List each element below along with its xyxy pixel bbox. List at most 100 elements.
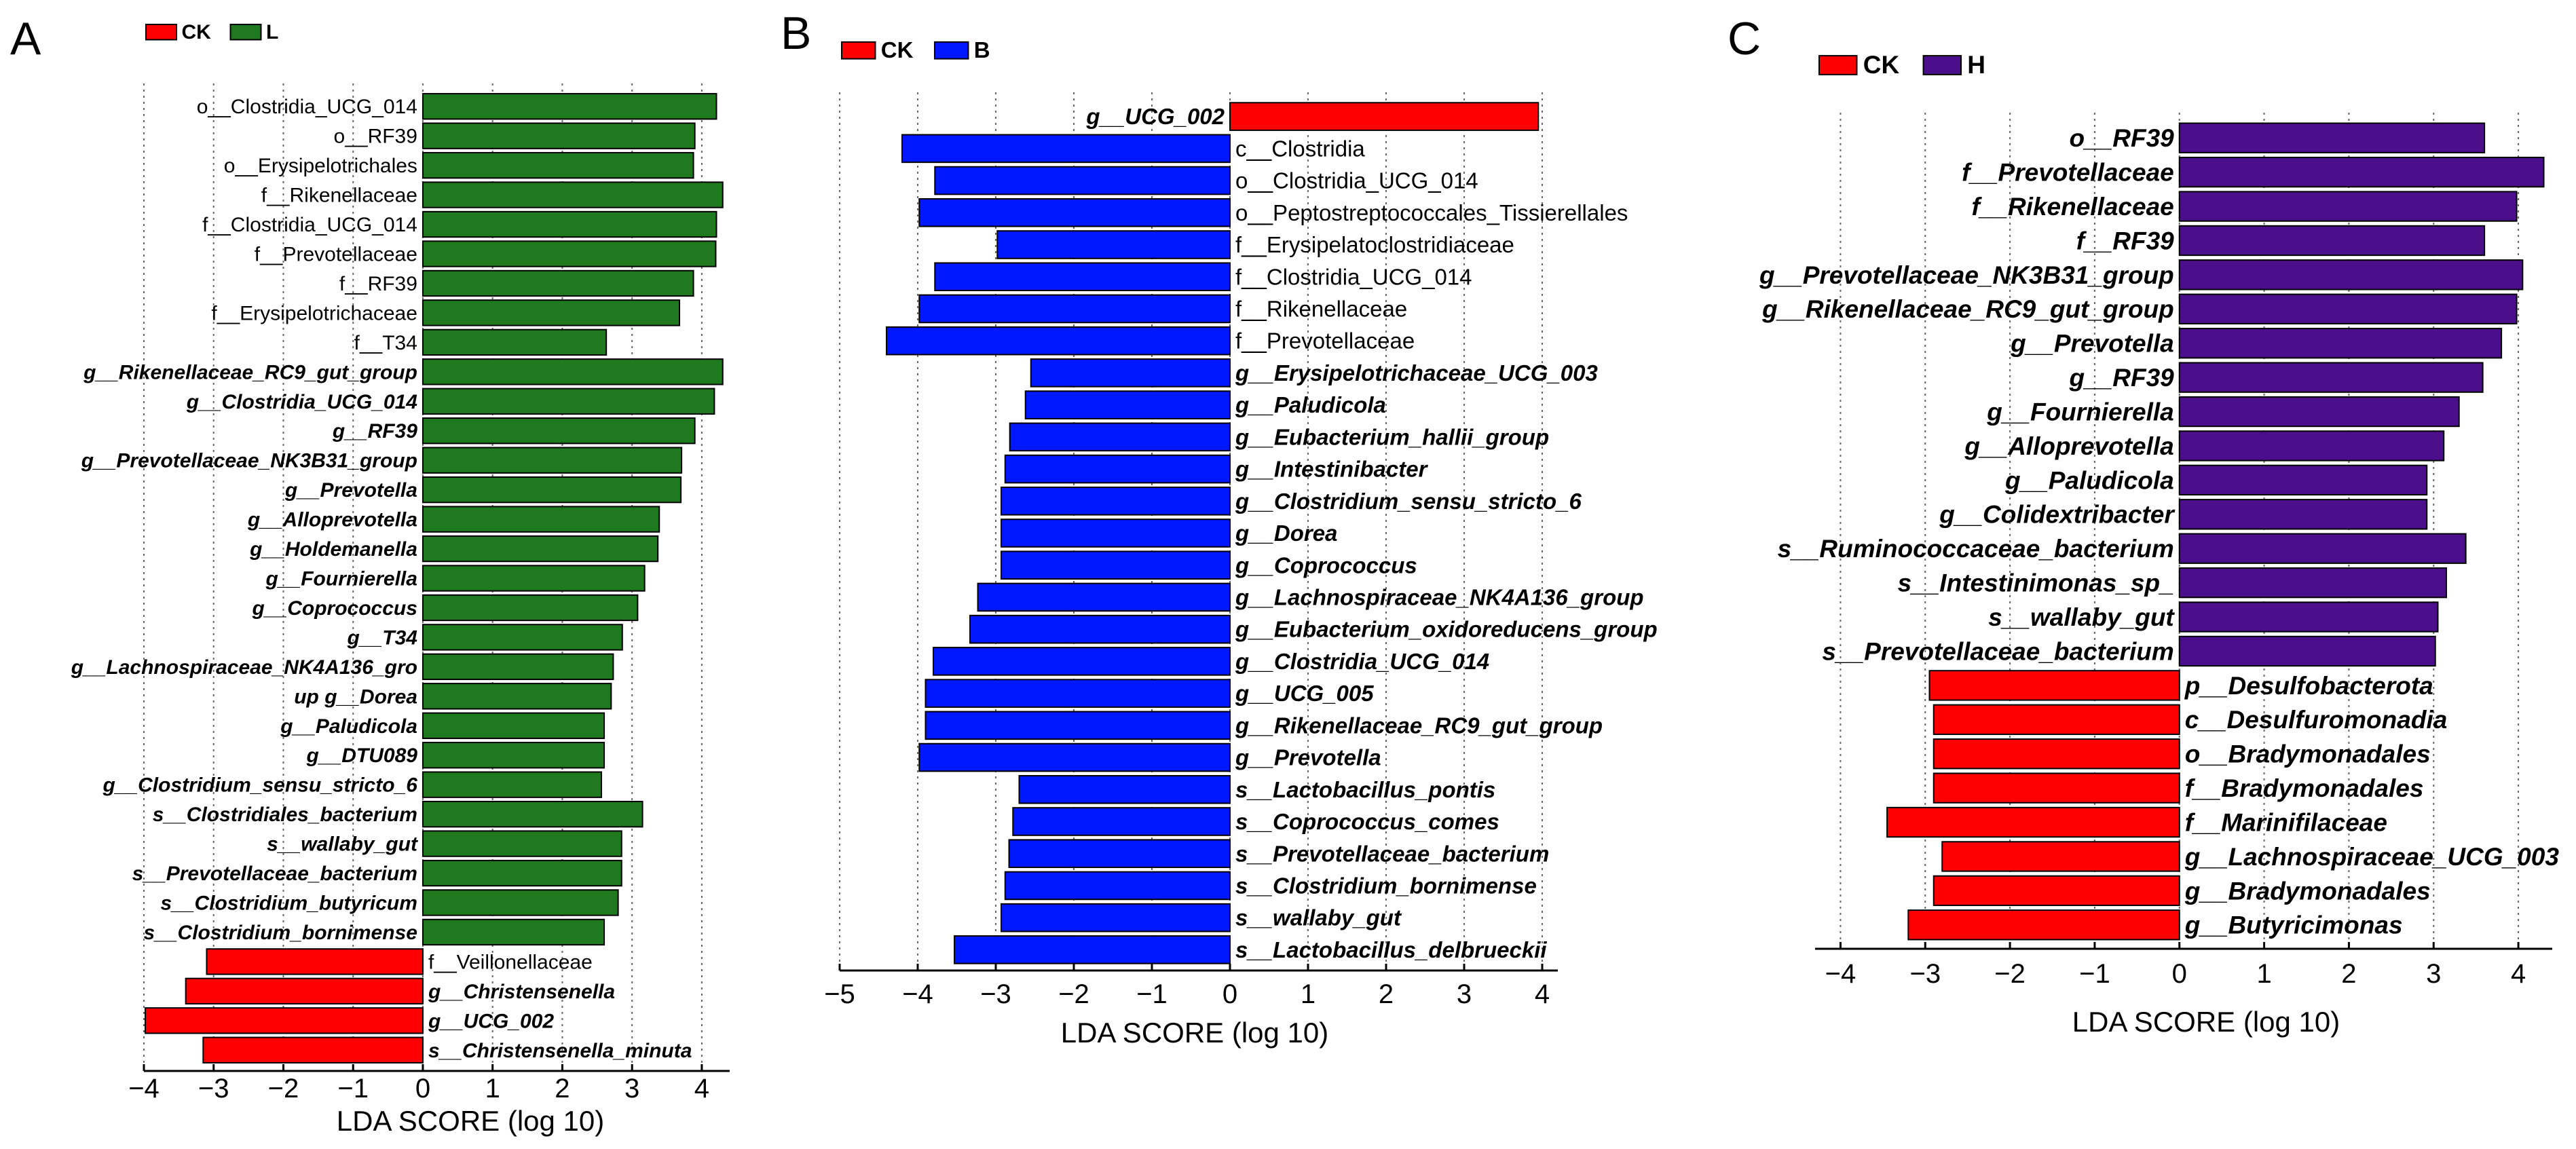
bar-label: g__Paludicola (280, 715, 417, 738)
x-tick-label: −2 (268, 1074, 299, 1104)
bar-l (422, 240, 717, 267)
x-tick-label: 4 (1535, 979, 1550, 1009)
bar-label: s__Lactobacillus_pontis (1235, 777, 1495, 802)
panel-c: C CK Ho__RF39 f__Prevotellaceae f__Rikenella… (1728, 13, 2559, 1038)
bar-l (422, 151, 694, 179)
bar-h (2178, 293, 2518, 324)
bar-label: g__Coprococcus (252, 597, 417, 620)
x-tick-label: −3 (980, 979, 1011, 1009)
x-tick-label: 2 (1379, 979, 1394, 1009)
x-tick-label: −3 (1909, 959, 1941, 989)
bar-label: o__Erysipelotrichales (224, 155, 417, 177)
bar-l (422, 122, 696, 149)
bar-h (2178, 567, 2447, 599)
x-axis-title: LDA SCORE (log 10) (337, 1105, 605, 1137)
bar-label: g__UCG_002 (1085, 104, 1225, 129)
legend-swatch-l (229, 24, 262, 41)
bar-b (1024, 390, 1231, 419)
bar-label: s__Ruminococcaceae_bacterium (1778, 535, 2174, 563)
bar-label: f__RF39 (339, 273, 417, 295)
bar-l (422, 624, 623, 651)
bar-l (422, 476, 682, 504)
bar-b (996, 230, 1231, 259)
bar-label: g__Lachnospiraceae_NK4A136_group (1235, 584, 1644, 609)
bar-label: g__Bradymonadales (2184, 877, 2431, 905)
bar-b (1018, 774, 1231, 804)
x-tick-label: −1 (2079, 959, 2110, 989)
bar-l (422, 742, 605, 769)
bar-label: g__RF39 (2069, 364, 2175, 392)
bar-h (2178, 362, 2484, 393)
x-tick-label: 1 (485, 1074, 500, 1104)
bar-l (422, 269, 694, 297)
bar-l (422, 299, 681, 326)
bar-l (422, 210, 717, 238)
bar-ck (1886, 806, 2180, 838)
bar-label: s__Clostridium_bornimense (143, 922, 417, 944)
bar-label: s__Christensenella_minuta (428, 1040, 692, 1062)
bar-label: o__Clostridia_UCG_014 (197, 96, 417, 118)
panel-a: A CK Lo__Clostridia_UCG_014 o__RF39 o__Erysi… (10, 13, 730, 1137)
bar-l (422, 653, 614, 681)
bar-label: g__Rikenellaceae_RC9_gut_group (83, 361, 417, 383)
bar-label: f__Veillonellaceae (428, 951, 593, 973)
bar-l (422, 417, 696, 445)
bar-label: f__Clostridia_UCG_014 (202, 214, 417, 236)
bar-ck (1928, 670, 2180, 701)
bar-b (918, 742, 1231, 772)
bar-b (977, 582, 1231, 612)
panel-letter: B (781, 7, 811, 59)
x-tick-label: −4 (1825, 959, 1856, 989)
bar-label: g__Holdemanella (249, 538, 417, 561)
bar-b (1004, 871, 1231, 901)
x-tick-label: −4 (128, 1074, 160, 1104)
legend-label-ck: CK (881, 37, 914, 62)
bar-label: g__T34 (347, 626, 418, 649)
bar-h (2178, 464, 2428, 496)
panel-letter: C (1728, 13, 1761, 64)
bar-label: f__Clostridia_UCG_014 (1235, 264, 1472, 289)
x-tick-label: −2 (1994, 959, 2026, 989)
bar-l (422, 328, 608, 356)
bar-label: g__Prevotellaceae_NK3B31_group (1759, 261, 2174, 289)
bar-label: o__Bradymonadales (2185, 740, 2431, 768)
bar-label: g__Clostridia_UCG_014 (1235, 649, 1489, 674)
bar-ck (1907, 909, 2180, 941)
bar-label: f__Erysipelatoclostridiaceae (1235, 232, 1514, 257)
bar-ck (1229, 102, 1539, 131)
bar-b (901, 134, 1231, 164)
bar-label: o__RF39 (2070, 124, 2175, 152)
bar-label: g__Eubacterium_oxidoreducens_group (1235, 617, 1658, 642)
panel-b: B CK Bg__UCG_002 c__Clostridia o__Clostridia… (781, 7, 1658, 1049)
bar-label: f__Rikenellaceae (1971, 193, 2173, 221)
x-tick-label: 4 (694, 1074, 709, 1104)
bar-label: s__wallaby_gut (1988, 603, 2175, 631)
x-tick-label: −5 (824, 979, 855, 1009)
bar-l (422, 447, 683, 474)
x-tick-label: 4 (2511, 959, 2526, 989)
bar-label: f__Marinifilaceae (2185, 808, 2387, 836)
x-tick-label: −2 (1058, 979, 1089, 1009)
bar-label: c__Desulfuromonadia (2185, 706, 2448, 734)
x-tick-label: −3 (198, 1074, 229, 1104)
x-tick-label: 2 (2341, 959, 2356, 989)
bar-h (2178, 430, 2445, 462)
bar-label: f__Bradymonadales (2185, 774, 2424, 802)
x-tick-label: 1 (1301, 979, 1315, 1009)
bar-ck (1941, 841, 2180, 872)
bar-label: c__Clostridia (1235, 136, 1365, 161)
bar-label: g__Butyricimonas (2184, 911, 2403, 939)
bar-label: o__RF39 (334, 126, 417, 148)
bar-label: f__Prevotellaceae (255, 244, 417, 266)
x-tick-label: 1 (2256, 959, 2271, 989)
bar-h (2178, 635, 2436, 667)
legend-swatch-h (1922, 55, 1962, 75)
bar-l (422, 830, 622, 857)
bar-h (2178, 225, 2486, 257)
bar-label: g__Prevotella (284, 479, 417, 502)
bar-label: g__Prevotella (2010, 330, 2174, 358)
bar-b (925, 711, 1231, 740)
x-tick-label: 2 (555, 1074, 570, 1104)
bar-l (422, 93, 717, 120)
